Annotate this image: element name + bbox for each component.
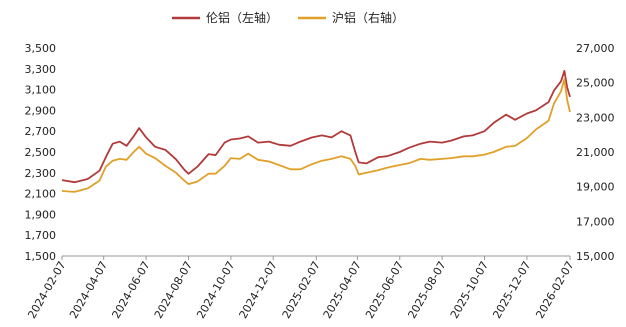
right-tick-label: 25,000 <box>576 77 615 90</box>
x-tick-label: 2024-10-07 <box>194 259 237 321</box>
left-tick-label: 3,300 <box>25 63 57 76</box>
x-tick-label: 2025-12-07 <box>490 259 533 321</box>
left-tick-label: 2,700 <box>25 125 57 138</box>
right-tick-label: 15,000 <box>576 250 615 263</box>
right-axis: 15,000 17,000 19,000 21,000 23,000 25,000 27,0… <box>576 42 615 263</box>
x-tick-label: 2024-12-07 <box>237 259 280 321</box>
x-tick-label: 2025-08-07 <box>406 259 449 321</box>
legend: 伦铝（左轴） 沪铝（右轴） <box>172 10 404 25</box>
left-tick-label: 2,300 <box>25 167 57 180</box>
left-tick-label: 1,500 <box>25 250 57 263</box>
series-line-2 <box>61 78 571 193</box>
left-tick-label: 3,100 <box>25 84 57 97</box>
x-tick-label: 2025-10-07 <box>448 259 491 321</box>
left-axis: 1,500 1,700 1,900 2,100 2,300 2,500 2,700 2,900… <box>25 42 57 263</box>
right-tick-label: 27,000 <box>576 42 615 55</box>
x-tick-label: 2026-02-07 <box>533 259 576 321</box>
right-tick-label: 21,000 <box>576 146 615 159</box>
x-tick-label: 2025-04-07 <box>321 259 364 321</box>
series-layer <box>61 70 571 193</box>
x-tick-label: 2024-08-07 <box>152 259 195 321</box>
x-tick-label: 2025-02-07 <box>280 259 323 321</box>
left-tick-label: 2,900 <box>25 104 57 117</box>
legend-label: 沪铝（右轴） <box>332 10 404 25</box>
x-tick-label: 2024-04-07 <box>67 259 110 321</box>
legend-label: 伦铝（左轴） <box>206 10 278 25</box>
x-tick-label: 2025-06-07 <box>363 259 406 321</box>
left-tick-label: 2,500 <box>25 146 57 159</box>
x-tick-label: 2024-02-07 <box>25 259 68 321</box>
right-tick-label: 17,000 <box>576 215 615 228</box>
left-tick-label: 1,700 <box>25 229 57 242</box>
right-tick-label: 19,000 <box>576 181 615 194</box>
right-tick-label: 23,000 <box>576 111 615 124</box>
series-line-1 <box>61 70 571 184</box>
x-tick-label: 2024-06-07 <box>109 259 152 321</box>
left-tick-label: 1,900 <box>25 208 57 221</box>
left-tick-label: 3,500 <box>25 42 57 55</box>
left-tick-label: 2,100 <box>25 188 57 201</box>
